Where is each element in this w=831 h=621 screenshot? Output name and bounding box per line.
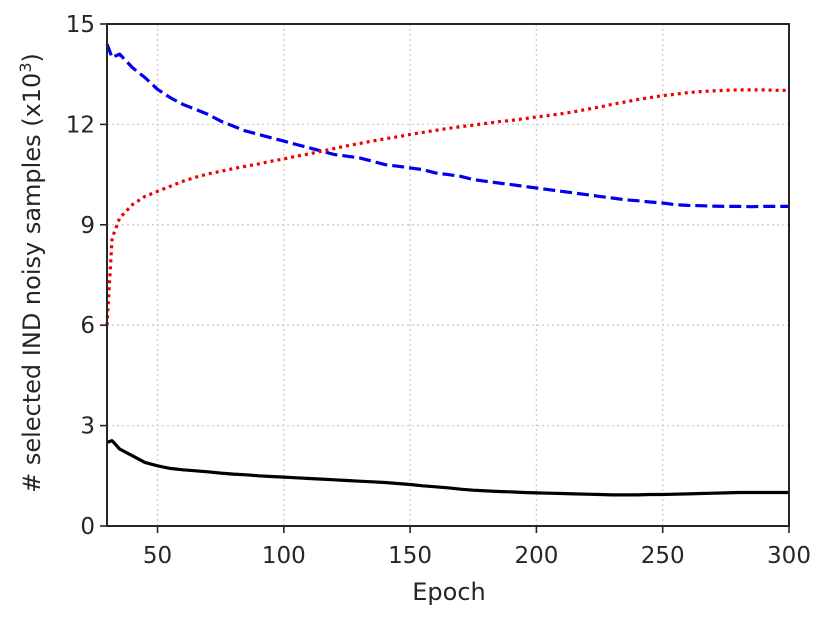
y-tick-label-6: 6 xyxy=(80,313,95,339)
x-tick-label-50: 50 xyxy=(143,543,172,569)
x-tick-label-100: 100 xyxy=(262,543,306,569)
y-tick-label-15: 15 xyxy=(66,12,95,38)
y-tick-label-9: 9 xyxy=(80,213,95,239)
y-tick-label-12: 12 xyxy=(66,112,95,138)
series-group xyxy=(105,43,789,497)
x-tick-label-150: 150 xyxy=(388,543,432,569)
x-axis-label: Epoch xyxy=(412,578,486,606)
ticks-group: 50 100 150 200 250 300 0 3 6 9 12 15 xyxy=(66,12,811,569)
x-tick-label-200: 200 xyxy=(514,543,558,569)
series-line-1 xyxy=(105,43,789,209)
y-axis-label: # selected IND noisy samples (x103) xyxy=(16,53,46,493)
grid-lines xyxy=(107,23,790,527)
y-axis-label-exponent: 3 xyxy=(16,62,35,72)
x-tick-label-250: 250 xyxy=(641,543,685,569)
y-axis-label-prefix: # selected IND noisy samples (x10 xyxy=(18,73,46,493)
x-tick-label-300: 300 xyxy=(767,543,811,569)
y-axis-label-suffix: ) xyxy=(18,53,46,62)
y-tick-label-0: 0 xyxy=(80,514,95,540)
series-line-2 xyxy=(105,88,789,326)
plot-frame xyxy=(106,23,790,527)
series-line-3 xyxy=(106,439,789,497)
y-tick-label-3: 3 xyxy=(80,414,95,440)
